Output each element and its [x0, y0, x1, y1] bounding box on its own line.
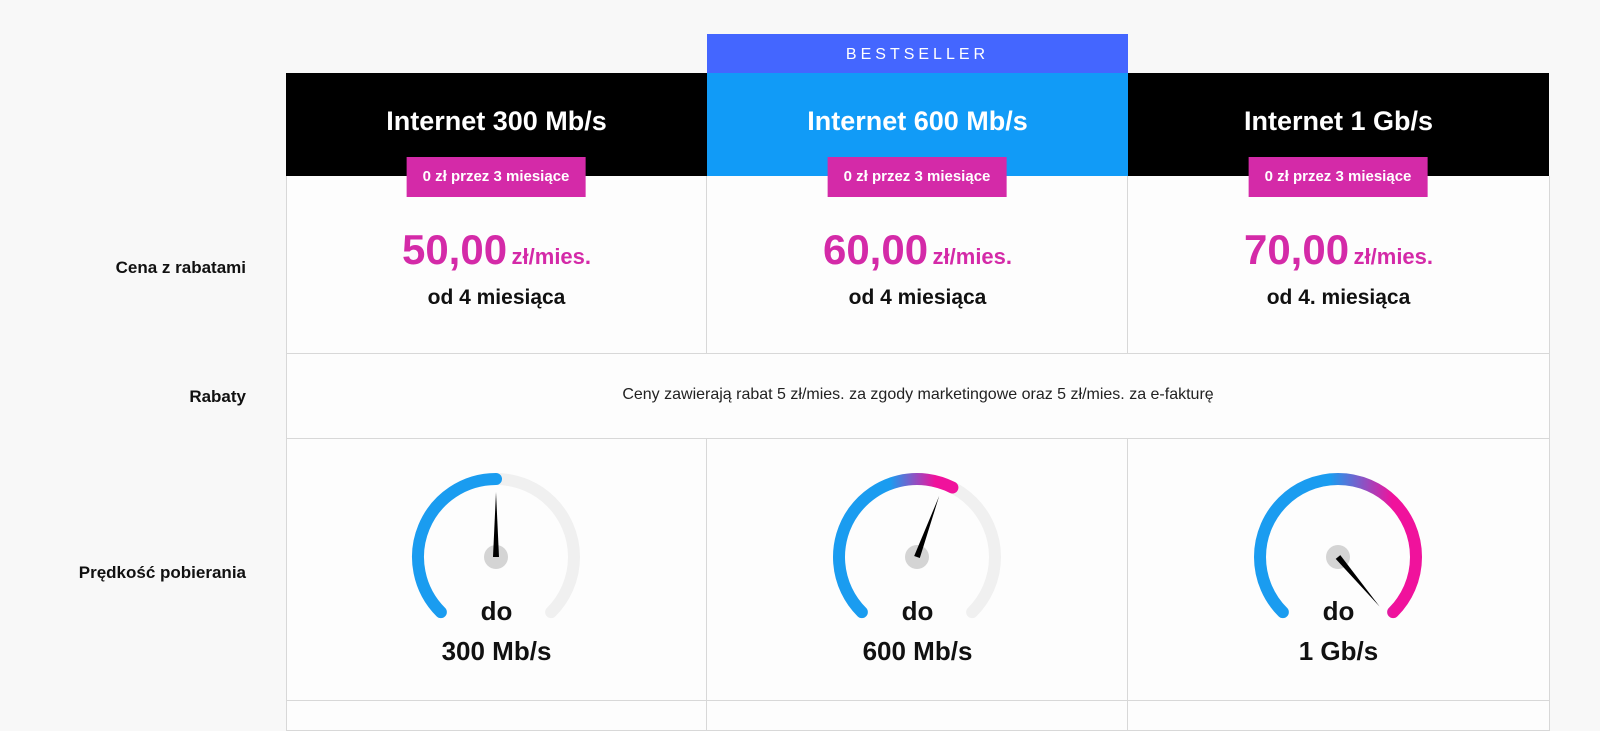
speed-value: 600 Mb/s	[862, 636, 973, 666]
price-unit: zł/mies.	[1353, 244, 1434, 269]
row-label-speed: Prędkość pobierania	[78, 563, 246, 582]
gauge-fill	[412, 473, 502, 619]
gauge-needle	[914, 495, 940, 559]
plan-price: 60,00 zł/mies.	[707, 226, 1128, 274]
plan-title: Internet 600 Mb/s	[807, 106, 1028, 136]
price-from: od 4. miesiąca	[1266, 286, 1411, 309]
promo-badge: 0 zł przez 3 miesiące	[1248, 157, 1428, 197]
speed-value: 300 Mb/s	[441, 636, 552, 666]
speed-prefix: do	[480, 596, 513, 626]
discounts-text: Ceny zawierają rabat 5 zł/mies. za zgody…	[622, 386, 1214, 403]
promo-badge: 0 zł przez 3 miesiące	[827, 157, 1007, 197]
discounts-cell	[286, 354, 1550, 439]
gauge-needle	[493, 492, 499, 557]
price-unit: zł/mies.	[511, 244, 592, 269]
speed-prefix: do	[901, 596, 934, 626]
speed-gauge	[412, 473, 580, 619]
promo-badge: 0 zł przez 3 miesiące	[406, 157, 586, 197]
next-row-cell	[707, 701, 1128, 731]
row-label-discounts: Rabaty	[189, 387, 246, 406]
next-row-cell	[1128, 701, 1550, 731]
price-amount: 60,00	[822, 226, 929, 273]
speed-gauge	[1254, 473, 1422, 619]
plan-title: Internet 1 Gb/s	[1243, 106, 1434, 136]
plan-price: 50,00 zł/mies.	[286, 226, 707, 274]
price-from: od 4 miesiąca	[848, 286, 987, 309]
row-label-price: Cena z rabatami	[115, 258, 246, 277]
price-cell-2	[707, 176, 1128, 354]
bestseller-banner: BESTSELLER	[707, 34, 1128, 73]
gauge-needle	[1335, 555, 1380, 607]
price-cell-3	[1128, 176, 1550, 354]
speed-value: 1 Gb/s	[1298, 636, 1379, 666]
price-unit: zł/mies.	[932, 244, 1013, 269]
gauge-fill	[833, 473, 959, 619]
price-cell-1	[286, 176, 707, 354]
plan-title: Internet 300 Mb/s	[386, 106, 607, 136]
price-amount: 50,00	[401, 226, 508, 273]
price-amount: 70,00	[1243, 226, 1350, 273]
gauge-fill	[1254, 473, 1422, 619]
price-from: od 4 miesiąca	[427, 286, 566, 309]
next-row-cell	[286, 701, 707, 731]
speed-gauge	[833, 473, 1001, 619]
plan-price: 70,00 zł/mies.	[1128, 226, 1549, 274]
speed-prefix: do	[1322, 596, 1355, 626]
